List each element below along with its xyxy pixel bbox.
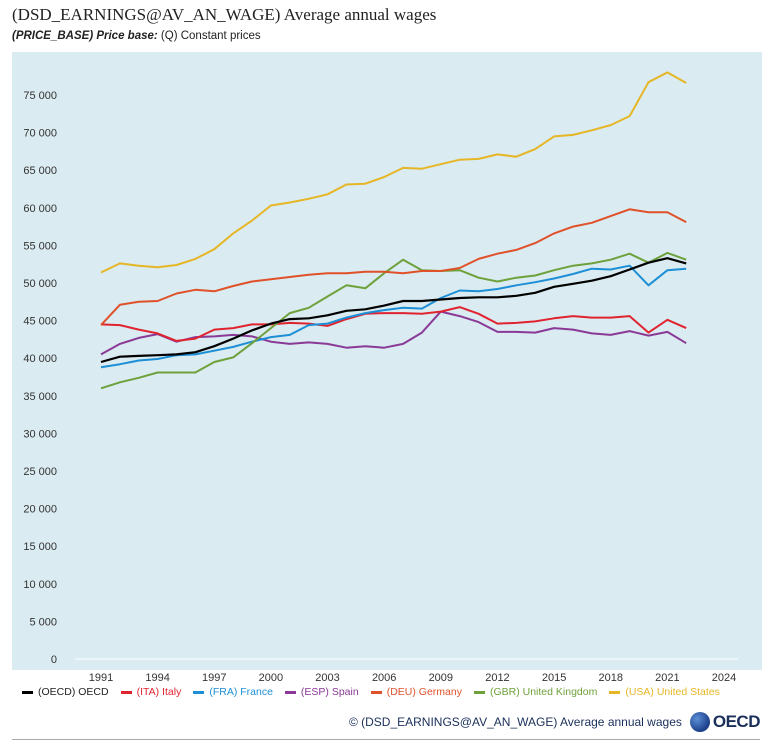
x-tick-label: 2015 xyxy=(542,672,566,684)
legend-item-ita[interactable]: (ITA) Italy xyxy=(120,686,182,698)
legend-swatch xyxy=(120,690,132,694)
y-tick-label: 25 000 xyxy=(23,466,57,478)
chart-title: (DSD_EARNINGS@AV_AN_WAGE) Average annual… xyxy=(12,5,437,24)
y-tick-label: 10 000 xyxy=(23,579,57,591)
legend-label: (ESP) Spain xyxy=(300,686,359,698)
series-line-oecd[interactable] xyxy=(100,257,687,364)
legend: (OECD) OECD (ITA) Italy (FRA) France (ESP) … xyxy=(22,686,762,698)
x-tick-label: 1994 xyxy=(145,672,169,684)
globe-icon xyxy=(689,712,710,732)
y-tick-label: 50 000 xyxy=(23,278,57,290)
source-note: © (DSD_EARNINGS@AV_AN_WAGE) Average annu… xyxy=(348,715,682,729)
legend-item-deu[interactable]: (DEU) Germany xyxy=(370,686,462,698)
x-tick-label: 1997 xyxy=(202,672,226,684)
subtitle-key: (PRICE_BASE) Price base: xyxy=(12,30,158,42)
legend-label: (ITA) Italy xyxy=(136,686,182,698)
x-tick-label: 2000 xyxy=(259,672,283,684)
x-tick-label: 1991 xyxy=(89,672,113,684)
y-tick-label: 60 000 xyxy=(23,203,57,215)
legend-swatch xyxy=(284,690,296,694)
series-group xyxy=(100,71,687,390)
y-tick-label: 45 000 xyxy=(23,316,57,328)
y-tick-label: 15 000 xyxy=(23,541,57,553)
legend-swatch xyxy=(193,690,205,694)
y-tick-label: 0 xyxy=(51,654,57,666)
legend-swatch xyxy=(370,690,382,694)
series-line-gbr[interactable] xyxy=(100,251,687,390)
legend-item-usa[interactable]: (USA) United States xyxy=(609,686,720,698)
chart-subtitle: (PRICE_BASE) Price base: (Q) Constant pr… xyxy=(12,30,261,42)
legend-label: (USA) United States xyxy=(625,686,720,698)
legend-label: (DEU) Germany xyxy=(386,686,462,698)
x-tick-label: 2012 xyxy=(485,672,509,684)
y-tick-label: 40 000 xyxy=(23,353,57,365)
legend-label: (OECD) OECD xyxy=(38,686,109,698)
y-tick-label: 5 000 xyxy=(29,616,57,628)
legend-item-gbr[interactable]: (GBR) United Kingdom xyxy=(473,686,598,698)
legend-swatch xyxy=(473,690,485,694)
x-tick-label: 2018 xyxy=(598,672,622,684)
legend-item-esp[interactable]: (ESP) Spain xyxy=(284,686,359,698)
legend-label: (GBR) United Kingdom xyxy=(489,686,598,698)
oecd-logo: OECD xyxy=(689,712,761,732)
y-tick-label: 55 000 xyxy=(23,240,57,252)
legend-item-oecd[interactable]: (OECD) OECD xyxy=(22,686,109,698)
y-tick-label: 70 000 xyxy=(23,128,57,140)
y-tick-label: 75 000 xyxy=(23,90,57,102)
y-tick-label: 35 000 xyxy=(23,391,57,403)
y-tick-label: 30 000 xyxy=(23,428,57,440)
oecd-logo-text: OECD xyxy=(712,712,761,731)
x-tick-label: 2006 xyxy=(372,672,396,684)
x-tick-label: 2009 xyxy=(429,672,453,684)
y-tick-label: 65 000 xyxy=(23,165,57,177)
series-line-deu[interactable] xyxy=(100,208,687,326)
series-line-ita[interactable] xyxy=(100,306,687,342)
y-tick-label: 20 000 xyxy=(23,504,57,516)
series-line-fra[interactable] xyxy=(100,264,687,369)
y-axis: 0 5 000 10 000 15 000 20 000 25 000 30 000 35 0… xyxy=(23,90,57,666)
series-line-usa[interactable] xyxy=(100,71,687,274)
footer: © (DSD_EARNINGS@AV_AN_WAGE) Average annu… xyxy=(348,712,761,732)
x-axis: 1991 1994 1997 2000 2003 2006 2009 2012 2015 2018… xyxy=(89,672,736,684)
legend-swatch xyxy=(22,690,33,694)
legend-label: (FRA) France xyxy=(209,686,273,698)
x-tick-label: 2024 xyxy=(712,672,736,684)
bottom-divider xyxy=(12,739,760,740)
plot-background xyxy=(12,52,762,670)
x-tick-label: 2003 xyxy=(315,672,339,684)
x-tick-label: 2021 xyxy=(655,672,679,684)
legend-swatch xyxy=(609,690,621,694)
subtitle-value: (Q) Constant prices xyxy=(160,30,261,42)
legend-item-fra[interactable]: (FRA) France xyxy=(193,686,273,698)
